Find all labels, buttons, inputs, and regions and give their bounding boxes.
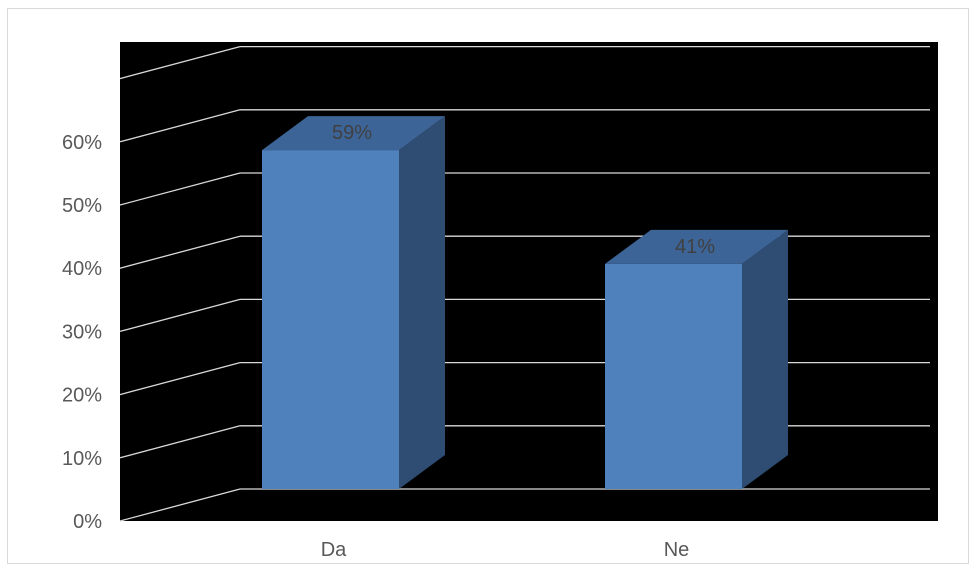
bar bbox=[262, 150, 399, 489]
data-label: 41% bbox=[675, 236, 715, 258]
bar bbox=[605, 263, 742, 489]
y-tick-label: 0% bbox=[73, 511, 102, 533]
y-tick-label: 40% bbox=[62, 258, 102, 280]
gridline-diagonal bbox=[119, 45, 241, 80]
bar-side bbox=[742, 229, 788, 489]
gridline-diagonal bbox=[119, 298, 241, 333]
gridline-diagonal bbox=[119, 109, 241, 143]
gridline-diagonal bbox=[119, 425, 241, 459]
x-tick-label: Ne bbox=[664, 539, 690, 561]
gridline-diagonal bbox=[119, 235, 241, 269]
y-tick-label: 50% bbox=[62, 195, 102, 217]
gridline-diagonal bbox=[119, 172, 241, 206]
plot-area bbox=[120, 42, 938, 521]
y-tick-label: 20% bbox=[62, 385, 102, 407]
y-tick-label: 60% bbox=[62, 132, 102, 154]
x-tick-label: Da bbox=[321, 539, 347, 561]
bar-top bbox=[262, 116, 445, 151]
plot-background bbox=[120, 42, 938, 521]
data-label: 59% bbox=[332, 122, 372, 144]
bars bbox=[262, 116, 788, 490]
y-tick-label: 10% bbox=[62, 448, 102, 470]
labels: 59% Da 41% Ne 0% 10% 20% 30% 40% 50% 60% bbox=[62, 122, 715, 561]
bar-top bbox=[605, 229, 788, 264]
y-tick-label: 30% bbox=[62, 321, 102, 343]
bar-side bbox=[399, 116, 445, 490]
gridline-diagonal bbox=[119, 488, 241, 522]
gridline-diagonal bbox=[119, 361, 241, 396]
